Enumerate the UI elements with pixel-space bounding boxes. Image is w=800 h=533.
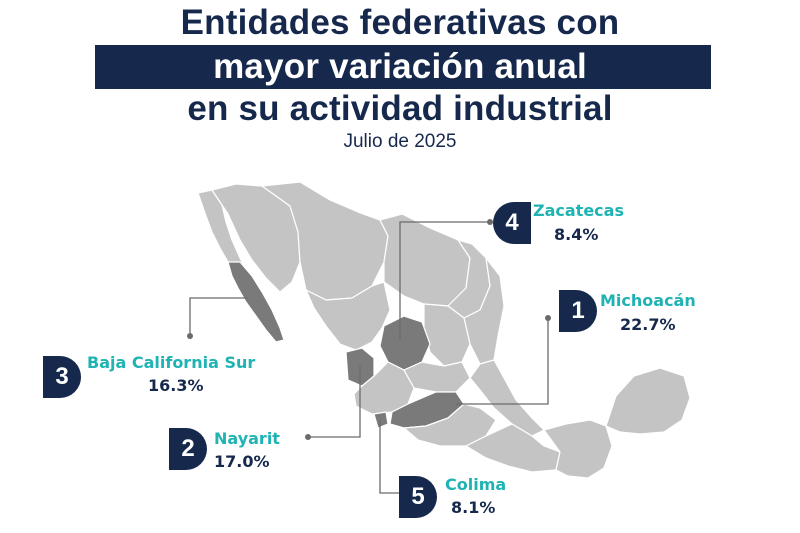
title-band [95, 45, 711, 89]
region-veracruz [469, 359, 545, 437]
leader-line-bcs [189, 297, 248, 336]
region-yucatan-peninsula [605, 367, 691, 435]
leader-dot-michoacan [545, 315, 551, 321]
rank-badge-1: 1 [559, 290, 597, 332]
state-label-3: Baja California Sur [87, 353, 256, 372]
leader-dot-zacatecas [487, 219, 493, 225]
title-line-2: mayor variación anual [213, 47, 587, 86]
title-line-3: en su actividad industrial [187, 89, 613, 128]
rank-badge-4: 4 [493, 202, 531, 244]
rank-badge-2: 2 [169, 428, 207, 470]
state-value-5: 8.1% [451, 498, 496, 517]
subtitle: Julio de 2025 [343, 131, 457, 152]
state-label-5: Colima [445, 475, 507, 494]
title-line-1: Entidades federativas con [180, 3, 620, 42]
state-label-4: Zacatecas [533, 201, 624, 220]
region-colima [373, 411, 389, 429]
region-sinaloa-durango [305, 281, 391, 351]
region-guanajuato-queretaro [403, 361, 471, 393]
state-value-4: 8.4% [554, 225, 599, 244]
rank-badge-3: 3 [43, 356, 81, 398]
region-chiapas-tabasco [543, 419, 613, 479]
state-label-1: Michoacán [600, 291, 696, 310]
state-value-2: 17.0% [214, 452, 270, 471]
leader-line-nayarit [308, 366, 361, 438]
region-coahuila [379, 213, 471, 307]
region-baja-california-sur [227, 261, 285, 343]
leader-line-michoacan [456, 318, 549, 405]
rank-badge-5: 5 [399, 476, 437, 518]
state-value-3: 16.3% [148, 376, 204, 395]
leader-line-zacatecas [399, 221, 490, 340]
leader-dot-nayarit [305, 434, 311, 440]
state-value-1: 22.7% [620, 315, 676, 334]
region-guerrero-mexico [403, 403, 497, 447]
leader-dot-bcs [187, 333, 193, 339]
state-label-2: Nayarit [214, 429, 280, 448]
